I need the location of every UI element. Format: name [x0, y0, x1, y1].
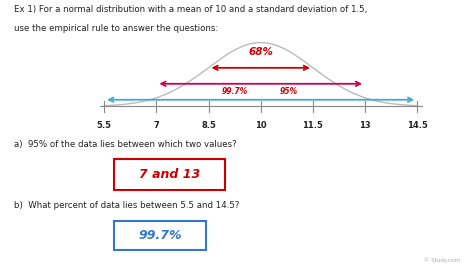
Text: use the empirical rule to answer the questions:: use the empirical rule to answer the que… [14, 24, 219, 33]
Text: 7 and 13: 7 and 13 [139, 168, 200, 181]
Text: 11.5: 11.5 [302, 121, 323, 130]
Text: 14.5: 14.5 [407, 121, 428, 130]
Text: 95%: 95% [280, 87, 298, 96]
Text: 8.5: 8.5 [201, 121, 216, 130]
Text: 7: 7 [154, 121, 159, 130]
Text: 13: 13 [359, 121, 371, 130]
Text: 5.5: 5.5 [97, 121, 112, 130]
Text: © Study.com: © Study.com [424, 258, 460, 263]
Bar [114, 221, 206, 250]
Text: b)  What percent of data lies between 5.5 and 14.5?: b) What percent of data lies between 5.5… [14, 201, 239, 210]
Text: Ex 1) For a normal distribution with a mean of 10 and a standard deviation of 1.: Ex 1) For a normal distribution with a m… [14, 5, 367, 14]
Text: 99.7%: 99.7% [138, 229, 182, 242]
Bar [114, 159, 225, 189]
Text: 10: 10 [255, 121, 266, 130]
Text: 68%: 68% [248, 47, 273, 57]
Text: 99.7%: 99.7% [221, 87, 248, 96]
Text: a)  95% of the data lies between which two values?: a) 95% of the data lies between which tw… [14, 140, 237, 149]
